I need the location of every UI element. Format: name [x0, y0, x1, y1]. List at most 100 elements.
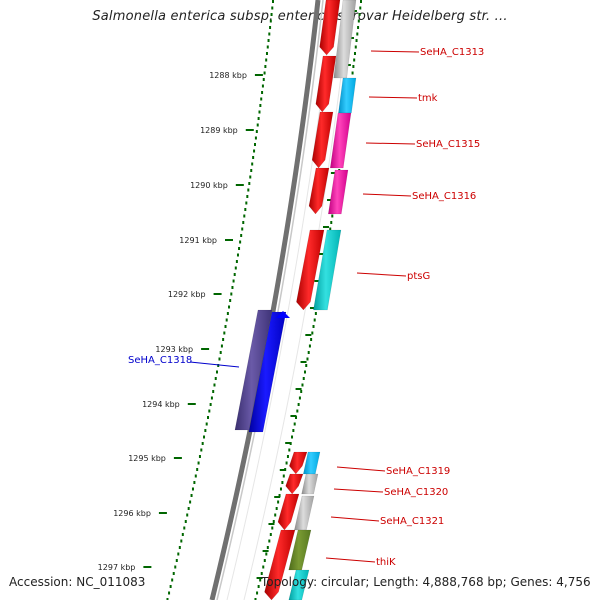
tick-dot	[356, 32, 359, 36]
tick-dot	[172, 572, 175, 575]
tick-dot	[314, 312, 317, 315]
tick-dot	[265, 58, 268, 62]
tick-dot	[266, 45, 269, 49]
gene-block	[327, 169, 349, 215]
tick-dot	[312, 325, 315, 328]
tick-dot	[329, 227, 332, 231]
gene-block	[329, 112, 352, 169]
gene-block	[319, 0, 341, 56]
inner-tick-mark	[300, 361, 307, 363]
tick-dot	[257, 585, 260, 588]
tick-dot	[253, 149, 256, 153]
tick-dot	[272, 520, 275, 523]
inner-tick-mark	[285, 442, 292, 444]
tick-dot	[307, 351, 310, 354]
tick-dot	[183, 526, 186, 530]
tick-dot	[236, 253, 239, 257]
tick-dot	[256, 123, 259, 127]
tick-dot	[220, 344, 223, 348]
tick-dot	[217, 364, 220, 367]
tick-dot	[303, 370, 306, 374]
tick-dot	[358, 13, 361, 16]
tick-dot	[189, 500, 192, 504]
tick-dot	[212, 390, 215, 393]
tick-dot	[247, 188, 250, 192]
tick-dot	[271, 526, 274, 530]
tick-dot	[262, 78, 265, 81]
tick-dot	[210, 396, 213, 400]
tick-dot	[190, 494, 193, 497]
tick-dot	[231, 286, 234, 289]
tick-dot	[235, 260, 238, 263]
tick-dot	[242, 221, 245, 224]
tick-dot	[166, 598, 169, 600]
tick-dot	[355, 39, 358, 42]
gene-label-leader	[325, 557, 376, 563]
tick-dot	[353, 58, 356, 62]
tick-dot	[208, 409, 211, 413]
tick-dot	[265, 552, 268, 556]
tick-dot	[239, 240, 242, 244]
tick-dot	[302, 377, 305, 380]
genome-info-text: Topology: circular; Length: 4,888,768 bp…	[261, 575, 591, 589]
tick-dot	[269, 19, 272, 23]
inner-tick-mark	[256, 577, 263, 579]
tick-dot	[297, 403, 300, 406]
tick-dot	[222, 338, 225, 341]
gene-block	[277, 493, 300, 531]
ruler-tick-label: 1292 kbp	[168, 290, 206, 299]
gene-label: SeHA_C1319	[386, 466, 450, 477]
tick-dot	[271, 6, 274, 10]
tick-dot	[228, 305, 231, 309]
gene-label: SeHA_C1318	[128, 355, 192, 366]
tick-dot	[261, 84, 264, 88]
ruler-tick-mark	[158, 512, 167, 514]
ruler-tick-mark	[187, 403, 196, 405]
gene-label-leader	[365, 142, 416, 145]
tick-dot	[256, 591, 259, 595]
gene-block	[315, 55, 337, 113]
tick-dot	[240, 234, 243, 237]
tick-dot	[282, 474, 285, 478]
tick-dot	[310, 338, 313, 341]
tick-dot	[298, 396, 301, 400]
tick-dot	[168, 591, 171, 595]
accession-text: Accession: NC_011083	[9, 575, 146, 589]
tick-dot	[285, 461, 288, 465]
tick-dot	[180, 539, 183, 543]
gene-label-leader	[336, 466, 386, 472]
tick-dot	[293, 422, 296, 426]
ruler-tick-label: 1297 kbp	[98, 563, 136, 572]
tick-dot	[260, 97, 263, 101]
tick-dot	[275, 507, 278, 510]
tick-dot	[277, 500, 280, 504]
tick-dot	[197, 461, 200, 465]
tick-dot	[306, 357, 309, 361]
ruler-tick-mark	[143, 566, 152, 568]
tick-dot	[198, 455, 201, 458]
genome-backbone-highlight	[216, 0, 324, 600]
tick-dot	[279, 487, 282, 491]
gene-label-leader	[370, 50, 420, 53]
tick-dot	[224, 325, 227, 328]
tick-dot	[194, 474, 197, 478]
tick-dot	[181, 533, 184, 536]
tick-dot	[263, 71, 266, 75]
tick-dot	[233, 273, 236, 276]
ruler-tick-label: 1291 kbp	[179, 236, 217, 245]
tick-dot	[313, 318, 316, 322]
tick-dot	[251, 162, 254, 166]
gene-block	[311, 111, 334, 169]
ruler-tick-label: 1294 kbp	[142, 400, 180, 409]
ruler-tick-label: 1290 kbp	[190, 181, 228, 190]
tick-dot	[241, 227, 244, 231]
tick-dot	[259, 104, 262, 107]
tick-dot	[291, 435, 294, 439]
tick-dot	[254, 136, 257, 140]
gene-label: SeHA_C1321	[380, 516, 444, 527]
tick-dot	[226, 312, 229, 315]
ruler-tick-mark	[213, 293, 222, 295]
tick-dot	[264, 65, 267, 68]
tick-dot	[196, 468, 199, 471]
gene-block	[264, 529, 296, 600]
